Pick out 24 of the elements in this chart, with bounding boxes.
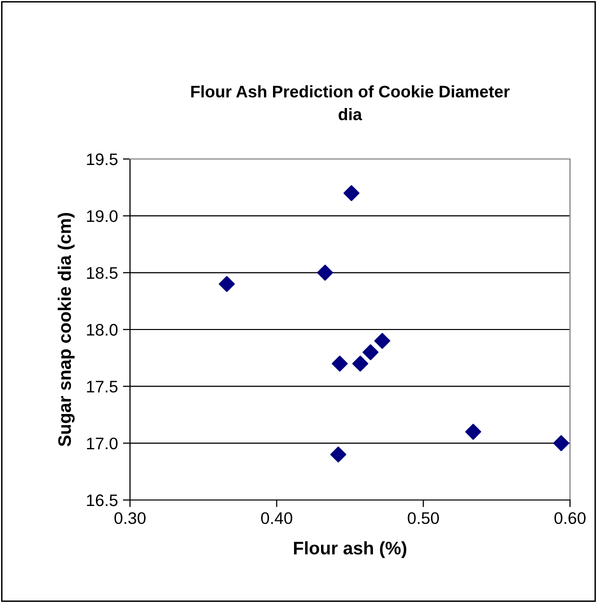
point [465, 424, 482, 440]
y-axis-title: Sugar snap cookie dia (cm) [58, 213, 75, 446]
y-tick-label: 17.0 [87, 438, 118, 450]
point [218, 276, 235, 292]
y-tick-label: 19.5 [87, 153, 118, 166]
y-tick-label: 18.5 [87, 267, 118, 279]
y-tick-label: 19.0 [87, 210, 118, 222]
point [553, 435, 570, 452]
point [330, 446, 346, 463]
y-tick-label: 17.5 [87, 380, 118, 393]
x-tick-label: 0.30 [114, 512, 146, 524]
x-tick-label: 0.50 [408, 512, 439, 524]
point [362, 344, 379, 360]
point [352, 356, 368, 372]
point [343, 185, 360, 202]
y-tick-label: 16.5 [87, 494, 118, 506]
x-tick-label: 0.40 [261, 512, 292, 524]
point [332, 356, 348, 372]
chart-title: Flour Ash Prediction of Cookie Diameter dia [191, 85, 510, 120]
x-tick-label: 0.60 [554, 512, 586, 524]
y-tick-label: 18.0 [87, 324, 118, 336]
point [317, 264, 334, 281]
point [374, 332, 390, 349]
x-axis-title: Flour ash (%) [294, 541, 406, 558]
